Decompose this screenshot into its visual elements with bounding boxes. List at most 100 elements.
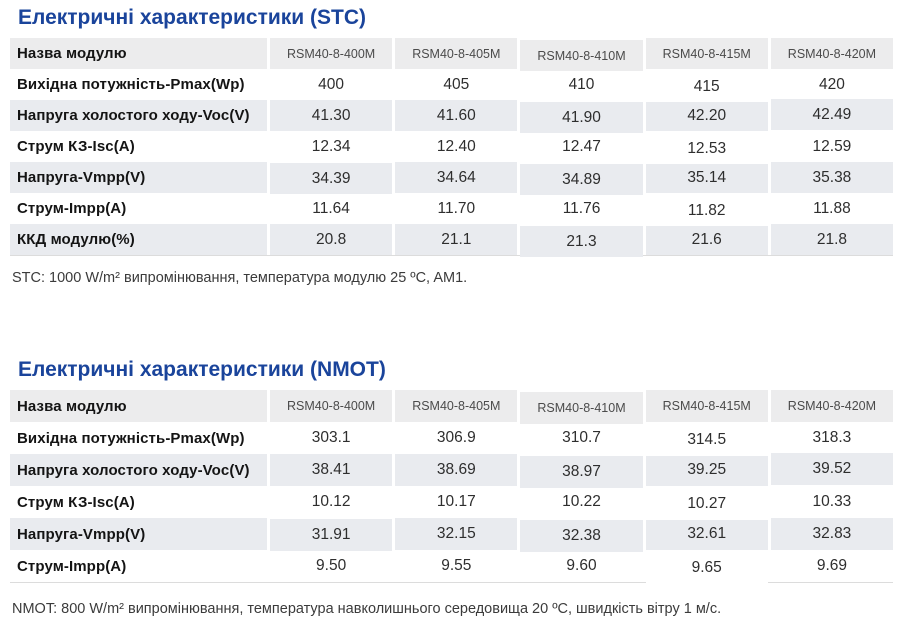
value-cell: 405 bbox=[395, 69, 518, 100]
stc-table: Назва модулю RSM40-8-400M RSM40-8-405M RSM4… bbox=[10, 38, 894, 257]
value-cell: 306.9 bbox=[395, 422, 518, 454]
value-cell: 32.15 bbox=[395, 518, 518, 550]
value-cell: 41.60 bbox=[395, 100, 518, 131]
value-cell: 42.20 bbox=[645, 100, 768, 131]
value-cell: 41.90 bbox=[520, 102, 643, 133]
nmot-data-row-3: Напруга-Vmpp(V) 31.91 32.15 32.38 32.61 32.83 bbox=[10, 518, 894, 552]
stc-data-row-2: Струм КЗ-Isc(A) 12.34 12.40 12.47 12.53 12.59 bbox=[10, 131, 894, 164]
value-cell: 11.82 bbox=[645, 195, 768, 226]
value-cell: 12.47 bbox=[520, 131, 643, 162]
module-name-header: Назва модулю bbox=[10, 390, 267, 422]
value-cell: 9.55 bbox=[395, 550, 518, 582]
value-cell: 10.17 bbox=[395, 486, 518, 518]
value-cell: 21.6 bbox=[645, 224, 768, 255]
value-cell: 21.8 bbox=[770, 224, 894, 255]
value-cell: 11.64 bbox=[270, 193, 393, 224]
value-cell: 34.39 bbox=[270, 163, 393, 194]
column-header-nmot-0: RSM40-8-400M bbox=[270, 390, 393, 422]
nmot-section-title: Електричні характеристики (NMOT) bbox=[18, 358, 386, 381]
value-cell: 42.49 bbox=[770, 99, 894, 130]
value-cell: 9.69 bbox=[770, 550, 894, 582]
value-cell: 9.60 bbox=[520, 550, 643, 582]
value-cell: 32.83 bbox=[770, 518, 894, 550]
value-cell: 12.34 bbox=[270, 131, 393, 162]
nmot-table: Назва модулю RSM40-8-400M RSM40-8-405M RSM4… bbox=[10, 390, 894, 584]
row-label: Струм КЗ-Isc(A) bbox=[10, 131, 267, 162]
value-cell: 39.25 bbox=[645, 454, 768, 486]
column-header-stc-2: RSM40-8-410M bbox=[520, 40, 643, 71]
value-cell: 10.33 bbox=[770, 486, 894, 518]
value-cell: 12.53 bbox=[645, 133, 768, 164]
value-cell: 415 bbox=[645, 71, 768, 102]
value-cell: 410 bbox=[520, 69, 643, 100]
value-cell: 11.70 bbox=[395, 193, 518, 224]
value-cell: 12.59 bbox=[770, 131, 894, 162]
nmot-data-row-2: Струм КЗ-Isc(A) 10.12 10.17 10.22 10.27 10.33 bbox=[10, 486, 894, 520]
value-cell: 41.30 bbox=[270, 100, 393, 131]
value-cell: 310.7 bbox=[520, 422, 643, 454]
value-cell: 9.65 bbox=[645, 552, 768, 584]
stc-data-row-0: Вихідна потужність-Pmax(Wp) 400 405 410 415 4… bbox=[10, 69, 894, 102]
value-cell: 314.5 bbox=[645, 424, 768, 456]
nmot-footnote: NMOT: 800 W/m² випромінювання, температу… bbox=[12, 601, 722, 617]
value-cell: 10.27 bbox=[645, 488, 768, 520]
column-header-stc-1: RSM40-8-405M bbox=[395, 38, 518, 69]
value-cell: 31.91 bbox=[270, 519, 393, 551]
value-cell: 35.38 bbox=[770, 162, 894, 193]
nmot-data-row-0: Вихідна потужність-Pmax(Wp) 303.1 306.9 310… bbox=[10, 422, 894, 456]
value-cell: 11.88 bbox=[770, 193, 894, 224]
value-cell: 20.8 bbox=[270, 224, 393, 255]
column-header-stc-4: RSM40-8-420M bbox=[770, 38, 894, 69]
value-cell: 38.41 bbox=[270, 454, 393, 486]
column-header-nmot-4: RSM40-8-420M bbox=[770, 390, 894, 422]
row-label: Напруга-Vmpp(V) bbox=[10, 162, 267, 193]
stc-header-row: Назва модулю RSM40-8-400M RSM40-8-405M RSM4… bbox=[10, 38, 894, 71]
row-label: Струм-Impp(A) bbox=[10, 193, 267, 224]
stc-data-row-3: Напруга-Vmpp(V) 34.39 34.64 34.89 35.14 35.38 bbox=[10, 162, 894, 195]
stc-data-row-4: Струм-Impp(A) 11.64 11.70 11.76 11.82 11.88 bbox=[10, 193, 894, 226]
row-label: Струм КЗ-Isc(A) bbox=[10, 486, 267, 518]
row-label: Вихідна потужність-Pmax(Wp) bbox=[10, 69, 267, 100]
value-cell: 38.69 bbox=[395, 454, 518, 486]
value-cell: 10.22 bbox=[520, 486, 643, 518]
stc-data-row-5: ККД модулю(%) 20.8 21.1 21.3 21.6 21.8 bbox=[10, 224, 894, 257]
row-label: Струм-Impp(A) bbox=[10, 550, 267, 582]
row-label: ККД модулю(%) bbox=[10, 224, 267, 255]
value-cell: 10.12 bbox=[270, 486, 393, 518]
value-cell: 32.38 bbox=[520, 520, 643, 552]
column-header-nmot-2: RSM40-8-410M bbox=[520, 392, 643, 424]
value-cell: 39.52 bbox=[770, 453, 894, 485]
nmot-section: Електричні характеристики (NMOT) Назва м… bbox=[0, 357, 901, 618]
module-name-header: Назва модулю bbox=[10, 38, 267, 69]
value-cell: 318.3 bbox=[770, 422, 894, 454]
stc-section-title: Електричні характеристики (STC) bbox=[18, 6, 367, 29]
column-header-nmot-1: RSM40-8-405M bbox=[395, 390, 518, 422]
column-header-stc-3: RSM40-8-415M bbox=[645, 38, 768, 69]
row-label: Вихідна потужність-Pmax(Wp) bbox=[10, 422, 267, 454]
row-label: Напруга холостого ходу-Voc(V) bbox=[10, 100, 267, 131]
datasheet-page: Електричні характеристики (STC) Назва мо… bbox=[0, 5, 901, 637]
value-cell: 38.97 bbox=[520, 456, 643, 488]
value-cell: 9.50 bbox=[270, 550, 393, 582]
value-cell: 420 bbox=[770, 69, 894, 100]
column-header-nmot-3: RSM40-8-415M bbox=[645, 390, 768, 422]
value-cell: 12.40 bbox=[395, 131, 518, 162]
nmot-data-row-1: Напруга холостого ходу-Voc(V) 38.41 38.69 3… bbox=[10, 453, 894, 488]
value-cell: 34.64 bbox=[395, 162, 518, 193]
nmot-header-row: Назва модулю RSM40-8-400M RSM40-8-405M RSM4… bbox=[10, 390, 894, 424]
stc-section: Електричні характеристики (STC) Назва мо… bbox=[0, 5, 901, 287]
value-cell: 21.1 bbox=[395, 224, 518, 255]
value-cell: 400 bbox=[270, 69, 393, 100]
column-header-stc-0: RSM40-8-400M bbox=[270, 38, 393, 69]
stc-footnote: STC: 1000 W/m² випромінювання, температу… bbox=[12, 270, 468, 286]
value-cell: 35.14 bbox=[645, 162, 768, 193]
row-label: Напруга-Vmpp(V) bbox=[10, 518, 267, 550]
value-cell: 21.3 bbox=[520, 226, 643, 257]
nmot-data-row-4: Струм-Impp(A) 9.50 9.55 9.60 9.65 9.69 bbox=[10, 550, 894, 584]
value-cell: 303.1 bbox=[270, 422, 393, 454]
row-label: Напруга холостого ходу-Voc(V) bbox=[10, 454, 267, 486]
value-cell: 34.89 bbox=[520, 164, 643, 195]
stc-data-row-1: Напруга холостого ходу-Voc(V) 41.30 41.60 4… bbox=[10, 99, 894, 133]
value-cell: 11.76 bbox=[520, 193, 643, 224]
value-cell: 32.61 bbox=[645, 518, 768, 550]
